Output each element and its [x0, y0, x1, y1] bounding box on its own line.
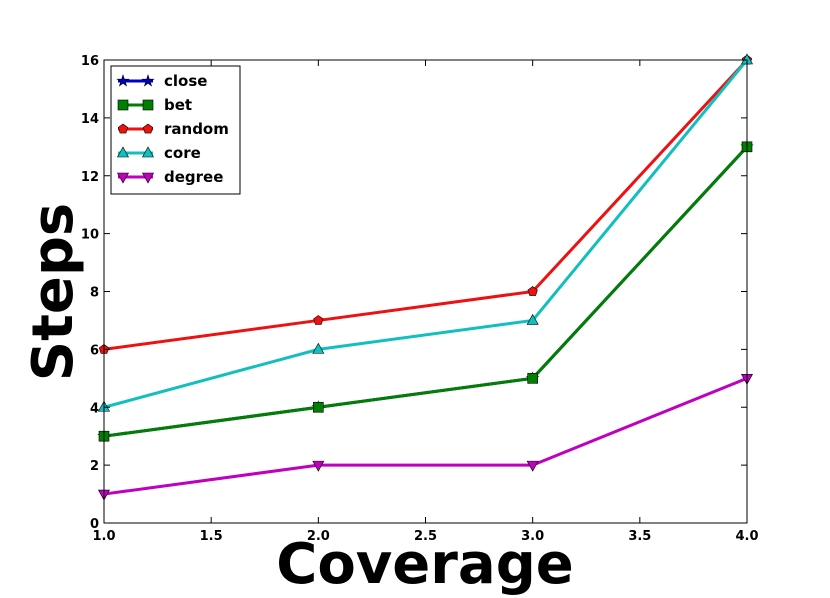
data-point-degree — [312, 460, 325, 472]
legend-label: core — [164, 144, 201, 162]
x-tick-label: 3.5 — [628, 529, 651, 544]
y-tick-label: 10 — [81, 228, 99, 243]
data-point-core — [312, 342, 325, 354]
x-axis-label: Coverage — [276, 532, 574, 597]
legend: close bet random core degree — [110, 65, 241, 195]
legend-item-degree: degree — [116, 168, 223, 186]
series-line-degree — [103, 376, 748, 496]
y-tick-label: 8 — [90, 286, 99, 301]
y-axis-label: Steps — [21, 203, 86, 382]
series-line-core — [103, 59, 749, 409]
y-tick-label: 2 — [90, 459, 99, 474]
y-tick-label: 4 — [90, 401, 99, 416]
y-tick-label: 16 — [81, 54, 99, 69]
x-tick-label: 2.5 — [414, 529, 437, 544]
data-point-bet — [313, 401, 324, 413]
series-line-random — [103, 58, 749, 351]
legend-item-close: close — [116, 72, 207, 90]
legend-label: random — [164, 120, 229, 138]
x-tick-label: 3.0 — [521, 529, 544, 544]
series-core — [97, 53, 754, 412]
x-tick-label: 2.0 — [307, 529, 330, 544]
legend-label: bet — [164, 96, 192, 114]
legend-item-core: core — [116, 144, 201, 162]
legend-marker — [117, 123, 129, 134]
data-point-core — [526, 313, 539, 325]
data-point-random — [527, 286, 538, 296]
legend-item-random: random — [117, 120, 229, 138]
legend-marker — [142, 123, 154, 134]
legend-marker — [117, 99, 129, 111]
legend-marker — [141, 172, 155, 184]
legend-label: degree — [164, 168, 223, 186]
legend-marker — [142, 99, 154, 111]
data-point-bet — [527, 373, 538, 384]
data-point-degree — [526, 460, 539, 472]
y-tick-label: 0 — [90, 517, 99, 532]
y-axis: 0 2 4 6 8 10 12 14 16 — [81, 54, 747, 532]
y-tick-label: 12 — [81, 170, 99, 185]
x-tick-label: 1.5 — [200, 529, 223, 544]
legend-label: close — [164, 72, 207, 90]
x-tick-label: 1.0 — [92, 529, 115, 544]
data-point-random — [313, 315, 324, 325]
y-tick-label: 6 — [90, 343, 99, 358]
legend-marker — [116, 74, 130, 87]
legend-marker — [116, 172, 130, 184]
series-line-bet — [103, 145, 749, 438]
legend-marker — [141, 74, 155, 87]
legend-marker — [141, 146, 155, 158]
legend-item-bet: bet — [117, 96, 192, 114]
y-tick-label: 14 — [81, 112, 99, 127]
x-axis: 1.0 1.5 2.0 2.5 3.0 3.5 4.0 — [92, 60, 759, 544]
x-tick-label: 4.0 — [735, 529, 758, 544]
legend-marker — [116, 146, 130, 158]
